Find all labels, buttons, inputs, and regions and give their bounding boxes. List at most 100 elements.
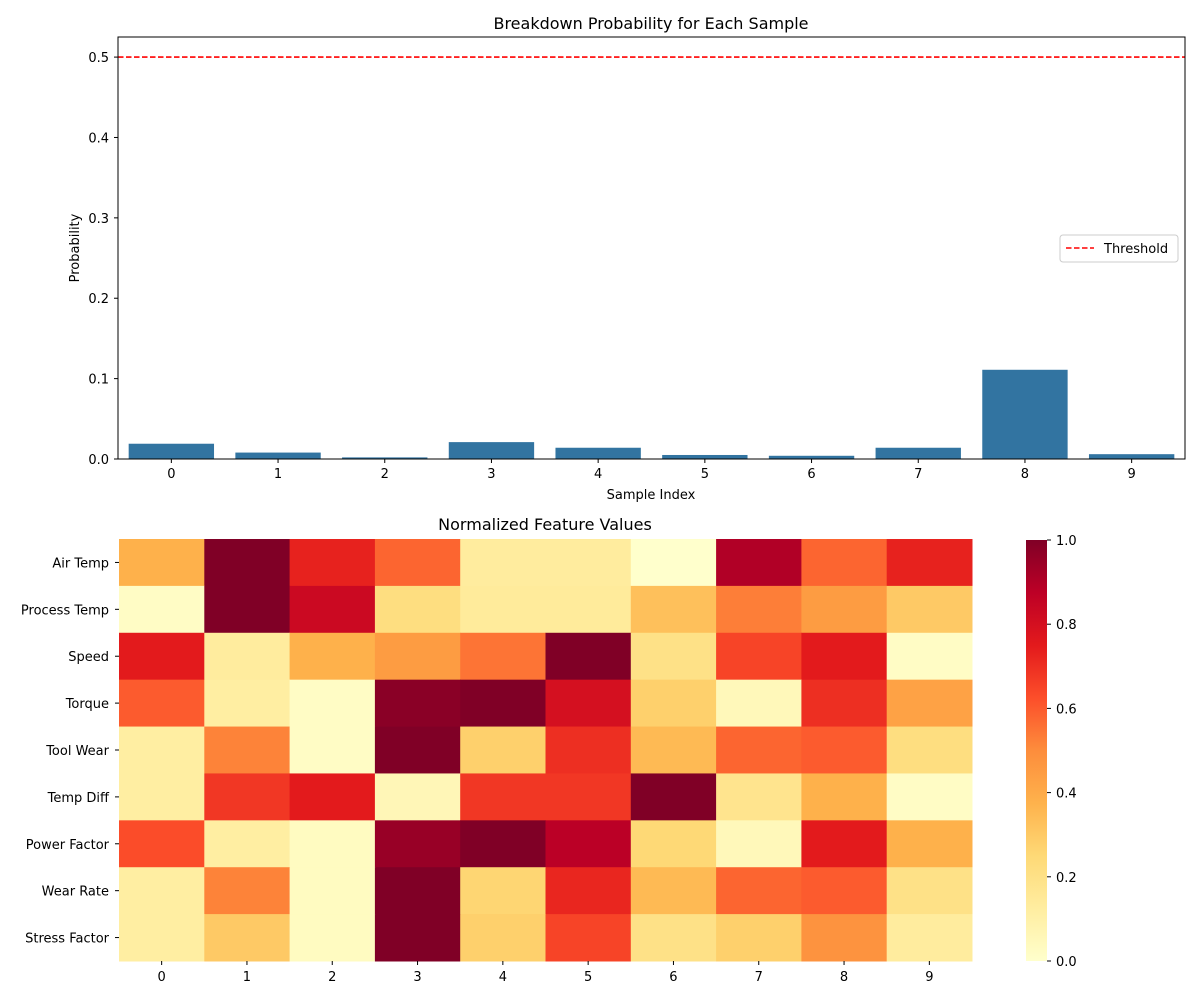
heatmap-cell (460, 585, 546, 634)
colorbar-tick-label: 0.6 (1056, 702, 1077, 717)
heatmap-cell (801, 914, 888, 962)
bar-x-tick-label: 8 (1021, 467, 1029, 482)
bar-2 (342, 457, 428, 459)
heatmap-cell (374, 914, 461, 962)
heatmap-cell (886, 867, 973, 915)
heatmap-y-tick-label: Process Temp (21, 603, 109, 618)
heatmap-cell (801, 820, 888, 868)
heatmap-cell (801, 632, 888, 681)
legend-threshold-label: Threshold (1103, 242, 1168, 257)
heatmap-cell (289, 867, 376, 915)
heatmap-cell (545, 773, 632, 821)
heatmap-cell (460, 679, 546, 728)
heatmap-x-tick-label: 2 (328, 970, 336, 985)
heatmap-cell (716, 867, 802, 915)
heatmap-chart: Normalized Feature Values 0 1 2 3 4 5 6 7 8 9 Air… (21, 515, 1077, 985)
bar-6 (768, 455, 855, 459)
heatmap-cell (545, 867, 632, 915)
heatmap-cell (119, 679, 205, 728)
heatmap-cell (716, 679, 802, 728)
heatmap-x-tick-label: 7 (755, 970, 763, 985)
heatmap-y-ticks: Air Temp Process Temp Speed Torque Tool Wear… (21, 556, 119, 947)
colorbar-tick-label: 0.0 (1056, 955, 1077, 970)
colorbar-tick-label: 0.4 (1056, 787, 1077, 802)
heatmap-cell (886, 539, 973, 587)
heatmap-cell (374, 820, 461, 868)
heatmap-cell (289, 679, 376, 728)
heatmap-cell (374, 585, 461, 634)
bar-x-ticks: 0 1 2 3 4 5 6 7 8 9 (167, 459, 1136, 482)
heatmap-cell (716, 632, 802, 681)
heatmap-cell (460, 820, 546, 868)
heatmap-cell (119, 585, 205, 634)
heatmap-x-tick-label: 8 (840, 970, 848, 985)
heatmap-cell (630, 539, 717, 587)
bar-y-tick-label: 0.2 (88, 292, 109, 307)
heatmap-cell (289, 820, 376, 868)
colorbar-tick-label: 1.0 (1056, 534, 1077, 549)
heatmap-cell (460, 914, 546, 962)
heatmap-cell (545, 679, 632, 728)
heatmap-cell (460, 726, 546, 774)
bar-plot-frame (117, 36, 1186, 460)
heatmap-y-tick-label: Stress Factor (25, 932, 110, 947)
heatmap-cell (204, 914, 291, 962)
bar-4 (555, 447, 641, 459)
heatmap-cell (460, 632, 546, 681)
bar-y-axis-label: Probability (68, 213, 83, 282)
heatmap-cell (204, 820, 291, 868)
heatmap-cell (289, 726, 376, 774)
heatmap-cell (545, 726, 632, 774)
heatmap-x-tick-label: 5 (584, 970, 592, 985)
heatmap-cell (204, 585, 291, 634)
heatmap-cell (374, 867, 461, 915)
heatmap-cell (289, 539, 376, 587)
heatmap-y-tick-label: Power Factor (26, 838, 110, 853)
heatmap-cell (886, 632, 973, 681)
heatmap-cell (886, 726, 973, 774)
bar-7 (875, 447, 961, 459)
colorbar-ticks: 0.0 0.2 0.4 0.6 0.8 1.0 (1047, 534, 1077, 970)
heatmap-cell (886, 820, 973, 868)
bar-y-tick-label: 0.4 (88, 131, 109, 146)
heatmap-x-tick-label: 9 (925, 970, 933, 985)
heatmap-cell (204, 773, 291, 821)
bar-y-ticks: 0.0 0.1 0.2 0.3 0.4 0.5 (88, 51, 118, 468)
heatmap-x-tick-label: 3 (413, 970, 421, 985)
bar-y-tick-label: 0.0 (88, 453, 109, 468)
heatmap-cell (119, 773, 205, 821)
heatmap-cells (119, 539, 973, 962)
heatmap-cell (119, 914, 205, 962)
legend-frame (1059, 234, 1179, 263)
bar-y-tick-label: 0.1 (88, 373, 109, 388)
heatmap-cell (801, 867, 888, 915)
bar-9 (1088, 454, 1175, 459)
bar-chart-legend: Threshold (1059, 234, 1179, 263)
heatmap-x-tick-label: 6 (669, 970, 677, 985)
heatmap-cell (374, 726, 461, 774)
heatmap-cell (886, 914, 973, 962)
heatmap-cell (630, 820, 717, 868)
heatmap-cell (204, 679, 291, 728)
bar-0 (128, 443, 215, 459)
heatmap-cell (204, 726, 291, 774)
heatmap-cell (716, 539, 802, 587)
heatmap-cell (716, 585, 802, 634)
heatmap-cell (289, 632, 376, 681)
heatmap-cell (204, 539, 291, 587)
bar-chart-axes (117, 36, 1186, 460)
bar-3 (448, 442, 535, 459)
heatmap-cell (716, 914, 802, 962)
heatmap-cell (545, 585, 632, 634)
heatmap-cell (630, 914, 717, 962)
heatmap-cell (289, 773, 376, 821)
bar-marks (128, 369, 1175, 459)
bar-x-tick-label: 2 (381, 467, 389, 482)
heatmap-cell (460, 867, 546, 915)
colorbar-tick-label: 0.2 (1056, 871, 1077, 886)
heatmap-cell (545, 539, 632, 587)
bar-5 (662, 454, 748, 459)
heatmap-cell (716, 773, 802, 821)
bar-x-axis-label: Sample Index (607, 488, 696, 503)
